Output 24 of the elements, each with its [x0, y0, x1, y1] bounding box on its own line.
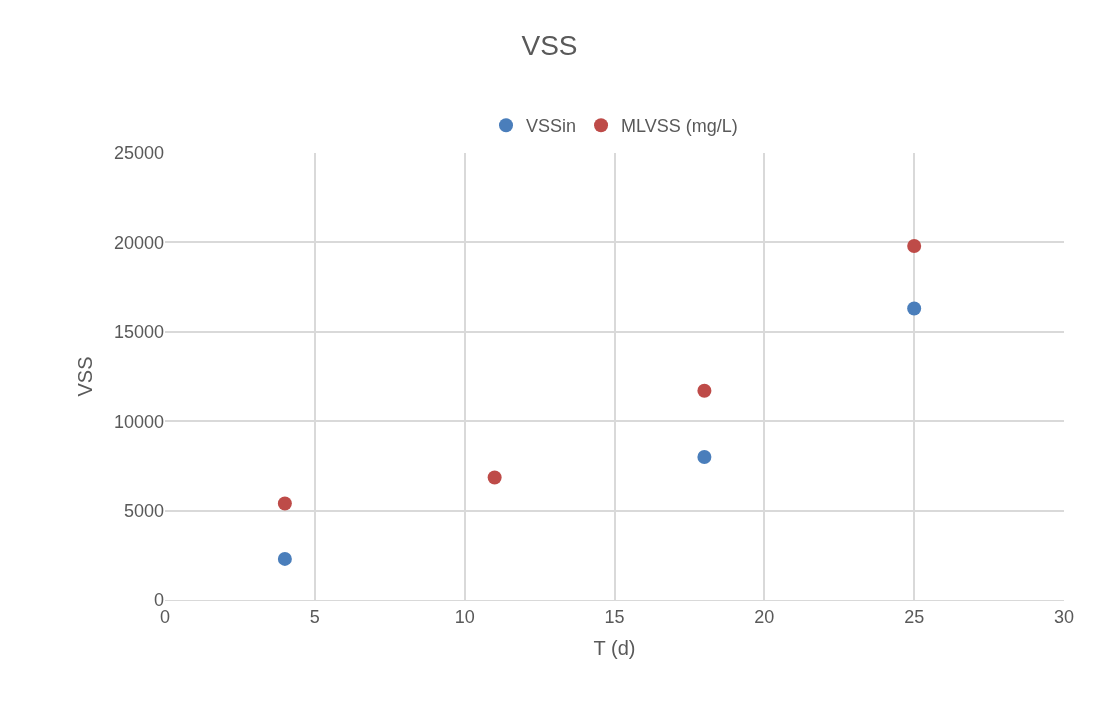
point [697, 449, 712, 464]
point [907, 238, 922, 253]
point [277, 496, 292, 511]
legend-label: MLVSS (mg/L) [621, 116, 738, 137]
point [907, 301, 922, 316]
y-tick-label: 0 [153, 590, 164, 611]
x-tick-label: 25 [904, 606, 925, 627]
x-axis-title: T (d) [593, 637, 636, 660]
y-tick-label: 25000 [113, 143, 164, 164]
x-tick-label: 5 [309, 606, 320, 627]
y-axis-title: VSS [74, 356, 97, 397]
y-tick-label: 15000 [113, 322, 164, 343]
y-tick-label: 10000 [113, 411, 164, 432]
x-tick-label: 15 [604, 606, 625, 627]
chart-title: VSS [521, 29, 578, 61]
x-tick-label: 30 [1053, 606, 1075, 627]
point [277, 551, 292, 566]
x-tick-label: 10 [454, 606, 475, 627]
point [697, 383, 712, 398]
y-tick-label: 20000 [113, 232, 164, 253]
x-tick-label: 20 [754, 606, 775, 627]
point [487, 470, 502, 485]
legend-label: VSSin [526, 116, 577, 137]
y-tick-label: 5000 [123, 500, 164, 521]
